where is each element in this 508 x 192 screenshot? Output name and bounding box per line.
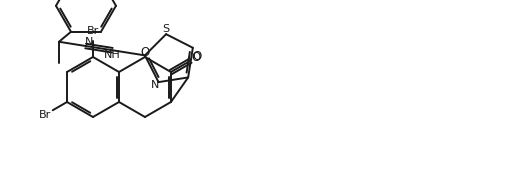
Text: N: N	[84, 37, 93, 47]
Text: O: O	[193, 50, 202, 63]
Text: Br: Br	[87, 26, 99, 36]
Text: N: N	[151, 80, 160, 90]
Text: S: S	[163, 24, 170, 34]
Text: O: O	[140, 46, 149, 60]
Text: O: O	[192, 51, 201, 64]
Text: Br: Br	[39, 110, 51, 120]
Text: NH: NH	[104, 50, 121, 60]
